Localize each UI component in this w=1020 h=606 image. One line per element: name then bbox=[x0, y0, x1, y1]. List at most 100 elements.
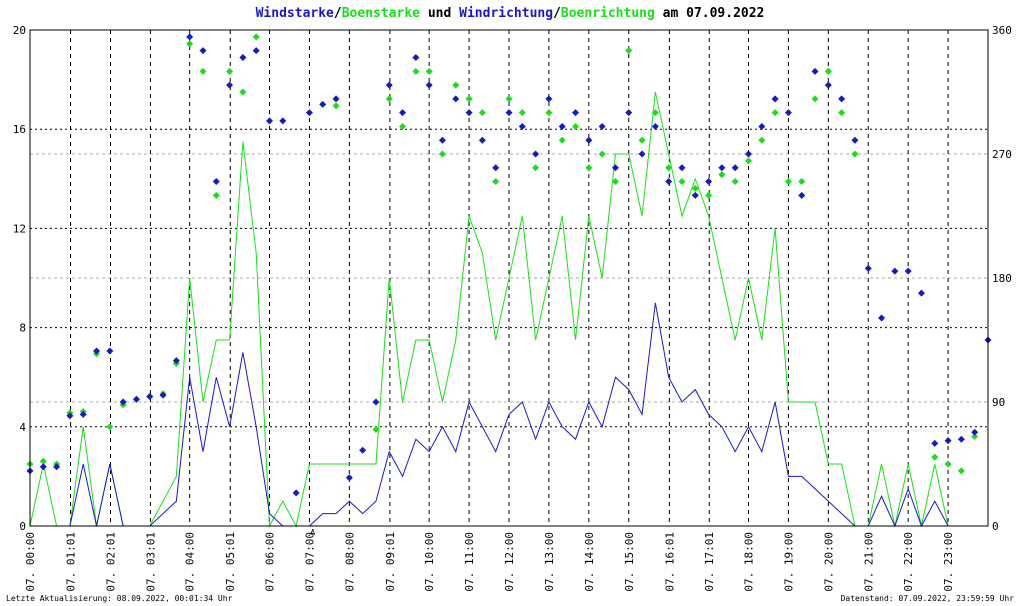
direction-point bbox=[239, 88, 247, 96]
direction-point bbox=[266, 117, 273, 125]
y-tick-label: 0 bbox=[19, 520, 26, 533]
title-part: Boenrichtung bbox=[561, 6, 655, 21]
x-tick-label: 07. 07:00 bbox=[303, 532, 316, 592]
title-part: Windrichtung bbox=[459, 6, 553, 21]
direction-point bbox=[399, 122, 407, 130]
direction-point bbox=[465, 95, 473, 103]
x-tick-label: 07. 08:00 bbox=[343, 532, 356, 592]
title-part: Boenstarke bbox=[342, 6, 420, 21]
direction-point bbox=[412, 67, 420, 75]
direction-point bbox=[252, 47, 260, 55]
direction-point bbox=[771, 95, 779, 103]
direction-point bbox=[492, 178, 500, 186]
direction-point bbox=[917, 289, 925, 297]
direction-point bbox=[438, 136, 446, 144]
direction-point bbox=[359, 446, 367, 454]
direction-point bbox=[385, 81, 393, 89]
direction-point bbox=[452, 81, 460, 89]
direction-point bbox=[838, 109, 846, 117]
direction-point bbox=[279, 117, 287, 125]
x-tick-label: 07. 10:00 bbox=[423, 532, 436, 592]
direction-point bbox=[811, 67, 819, 75]
direction-point bbox=[532, 164, 540, 172]
direction-point bbox=[824, 81, 832, 89]
direction-point bbox=[651, 122, 659, 130]
x-tick-label: 07. 05:01 bbox=[224, 532, 237, 592]
direction-point bbox=[558, 122, 566, 130]
direction-point bbox=[132, 395, 140, 403]
direction-point bbox=[226, 81, 234, 89]
direction-point bbox=[106, 347, 114, 355]
direction-point bbox=[199, 47, 207, 55]
direction-point bbox=[944, 460, 952, 468]
direction-point bbox=[53, 463, 61, 471]
direction-point bbox=[625, 109, 633, 117]
y-tick-label: 16 bbox=[13, 123, 26, 136]
direction-point bbox=[824, 67, 832, 75]
direction-point bbox=[39, 463, 47, 471]
direction-point bbox=[811, 95, 819, 103]
x-tick-label: 07. 17:01 bbox=[703, 532, 716, 592]
direction-point bbox=[39, 457, 47, 465]
direction-point bbox=[532, 150, 540, 158]
direction-point bbox=[93, 347, 101, 355]
plot-frame bbox=[29, 29, 989, 527]
x-tick-label: 07. 20:00 bbox=[822, 532, 835, 592]
direction-point bbox=[186, 40, 194, 48]
y2-tick-label: 360 bbox=[992, 24, 1012, 37]
direction-point bbox=[545, 109, 553, 117]
direction-point bbox=[838, 95, 846, 103]
direction-point bbox=[319, 100, 327, 108]
x-tick-label: 07. 06:00 bbox=[264, 532, 277, 592]
direction-point bbox=[851, 136, 859, 144]
direction-point bbox=[598, 122, 606, 130]
direction-point bbox=[585, 164, 593, 172]
x-tick-label: 07. 12:00 bbox=[503, 532, 516, 592]
x-tick-label: 07. 09:01 bbox=[384, 532, 397, 592]
direction-point bbox=[678, 164, 686, 172]
direction-point bbox=[611, 164, 619, 172]
y-tick-label: 12 bbox=[13, 222, 26, 235]
y-tick-label: 20 bbox=[13, 24, 26, 37]
direction-point bbox=[505, 109, 513, 117]
annotation: A bbox=[310, 528, 315, 537]
direction-point bbox=[864, 264, 872, 272]
x-tick-label: 07. 22:00 bbox=[902, 532, 915, 592]
direction-point bbox=[186, 33, 194, 41]
direction-point bbox=[971, 432, 979, 440]
x-tick-label: 07. 16:01 bbox=[663, 532, 676, 592]
direction-point bbox=[598, 150, 606, 158]
direction-point bbox=[931, 453, 939, 461]
direction-point bbox=[465, 109, 473, 117]
direction-point bbox=[784, 109, 792, 117]
x-tick-label: 07. 02:01 bbox=[104, 532, 117, 592]
x-tick-label: 07. 18:00 bbox=[743, 532, 756, 592]
title-part: und bbox=[420, 6, 459, 21]
x-tick-label: 07. 00:00 bbox=[24, 532, 37, 592]
y2-tick-label: 90 bbox=[992, 396, 1005, 409]
direction-point bbox=[332, 95, 340, 103]
direction-point bbox=[239, 54, 247, 62]
direction-point bbox=[492, 164, 500, 172]
direction-point bbox=[399, 109, 407, 117]
direction-point bbox=[758, 122, 766, 130]
direction-point bbox=[745, 150, 752, 158]
direction-point bbox=[638, 150, 646, 158]
chart-title: Windstarke/Boenstarke und Windrichtung/B… bbox=[256, 6, 765, 21]
direction-point bbox=[212, 178, 220, 186]
direction-point bbox=[452, 95, 460, 103]
x-tick-label: 07. 23:00 bbox=[942, 532, 955, 592]
direction-point bbox=[691, 184, 699, 192]
direction-point bbox=[665, 164, 673, 172]
y2-tick-label: 270 bbox=[992, 148, 1012, 161]
direction-point bbox=[678, 178, 686, 186]
direction-point bbox=[771, 109, 779, 117]
direction-point bbox=[505, 95, 513, 103]
direction-point bbox=[79, 410, 87, 418]
direction-point bbox=[611, 178, 619, 186]
direction-point bbox=[691, 191, 699, 199]
direction-point bbox=[731, 164, 739, 172]
direction-point bbox=[252, 33, 260, 41]
